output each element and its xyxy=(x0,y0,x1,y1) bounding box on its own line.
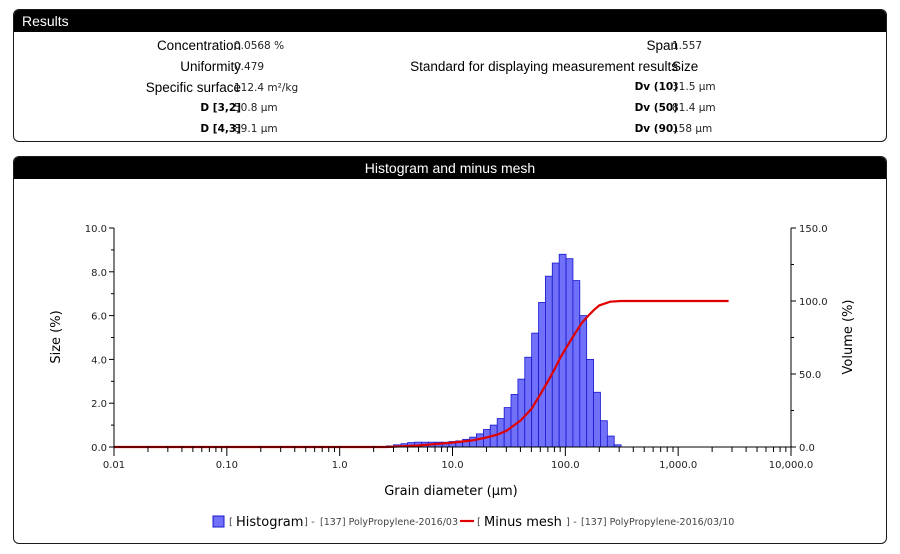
svg-text:] -: ] - xyxy=(304,517,315,528)
histogram-bar xyxy=(586,358,594,448)
results-header: Results xyxy=(14,10,886,32)
histogram-bars xyxy=(386,253,622,448)
span-value: 1.557 xyxy=(672,40,703,52)
d43-value: 89.1 μm xyxy=(234,123,278,135)
span-label: Span xyxy=(646,38,678,53)
legend-histogram-text: [137] PolyPropylene-2016/03 xyxy=(320,517,458,528)
dv90-value: 158 μm xyxy=(672,123,713,135)
concentration-value: 0.0568 % xyxy=(234,40,285,52)
standard-label: Standard for displaying measurement resu… xyxy=(410,59,678,74)
x-tick-label: 1.0 xyxy=(332,460,348,471)
x-tick-label: 0.10 xyxy=(216,460,238,471)
y2-axis-label: Volume (%) xyxy=(841,300,856,375)
histogram-bar xyxy=(524,356,533,448)
legend-minus-mesh-name: Minus mesh xyxy=(484,515,562,530)
y-tick-label: 2.0 xyxy=(91,399,107,410)
minus-mesh-line xyxy=(114,299,729,449)
x-tick-label: 0.01 xyxy=(103,460,125,471)
dv10-value: 31.5 μm xyxy=(672,81,716,93)
legend: [ Histogram ] - [137] PolyPropylene-2016… xyxy=(212,515,734,530)
histogram-bar xyxy=(531,332,539,448)
y-tick-label: 8.0 xyxy=(91,268,107,279)
histogram-bar xyxy=(469,436,477,448)
d32-label: D [3,2] xyxy=(200,102,241,114)
chart-header: Histogram and minus mesh xyxy=(14,157,886,179)
histogram-bar xyxy=(510,394,519,448)
chart-panel: Histogram and minus mesh xyxy=(13,156,887,544)
chart-axes: 0.0 2.0 4.0 6.0 8.0 10.0 0.0 50.0 100.0 150.0 0.01… xyxy=(85,224,828,471)
specific-surface-value: 112.4 m²/kg xyxy=(234,82,299,94)
histogram-bar xyxy=(545,275,553,448)
uniformity-label: Uniformity xyxy=(180,59,241,74)
histogram-bar xyxy=(517,378,526,448)
standard-value: Size xyxy=(672,59,699,74)
x-tick-label: 1,000.0 xyxy=(659,460,697,471)
y-tick-label: 0.0 xyxy=(91,443,107,454)
specific-surface-label: Specific surface xyxy=(145,80,241,95)
y-tick-label: 6.0 xyxy=(91,312,107,323)
uniformity-value: 0.479 xyxy=(234,61,265,73)
legend-histogram-swatch xyxy=(212,515,225,528)
histogram-bar xyxy=(579,315,588,448)
svg-text:[: [ xyxy=(229,517,233,528)
dv10-label: Dv (10) xyxy=(634,81,678,93)
x-axis-label: Grain diameter (μm) xyxy=(384,484,518,499)
d32-value: 50.8 μm xyxy=(234,102,278,114)
concentration-label: Concentration xyxy=(156,38,241,53)
histogram-bar xyxy=(600,420,608,448)
y-axis-label: Size (%) xyxy=(49,310,64,363)
dv50-value: 81.4 μm xyxy=(672,102,716,114)
d43-label: D [4,3] xyxy=(200,123,241,135)
dv90-label: Dv (90) xyxy=(634,123,678,135)
histogram-bar xyxy=(572,280,581,448)
x-tick-label: 100.0 xyxy=(551,460,580,471)
y-tick-label: 10.0 xyxy=(85,224,107,235)
y2-tick-label: 50.0 xyxy=(799,370,821,381)
svg-text:] -: ] - xyxy=(566,517,577,528)
results-panel: Results Concentration 0.0568 % Uniformit… xyxy=(13,9,887,142)
y2-tick-label: 100.0 xyxy=(799,297,828,308)
legend-histogram-name: Histogram xyxy=(236,515,303,530)
y2-tick-label: 0.0 xyxy=(799,443,815,454)
x-tick-label: 10,000.0 xyxy=(769,460,814,471)
histogram-bar xyxy=(593,391,601,448)
histogram-bar xyxy=(538,302,546,448)
dv50-label: Dv (50) xyxy=(634,102,678,114)
x-tick-label: 10.0 xyxy=(441,460,463,471)
legend-minus-mesh-text: [137] PolyPropylene-2016/03/10 xyxy=(581,517,734,528)
histogram-bar xyxy=(551,262,560,448)
y2-tick-label: 150.0 xyxy=(799,224,828,235)
svg-text:[: [ xyxy=(477,517,481,528)
histogram-bar xyxy=(606,435,615,448)
y-tick-label: 4.0 xyxy=(91,355,107,366)
histogram-bar xyxy=(565,258,574,448)
